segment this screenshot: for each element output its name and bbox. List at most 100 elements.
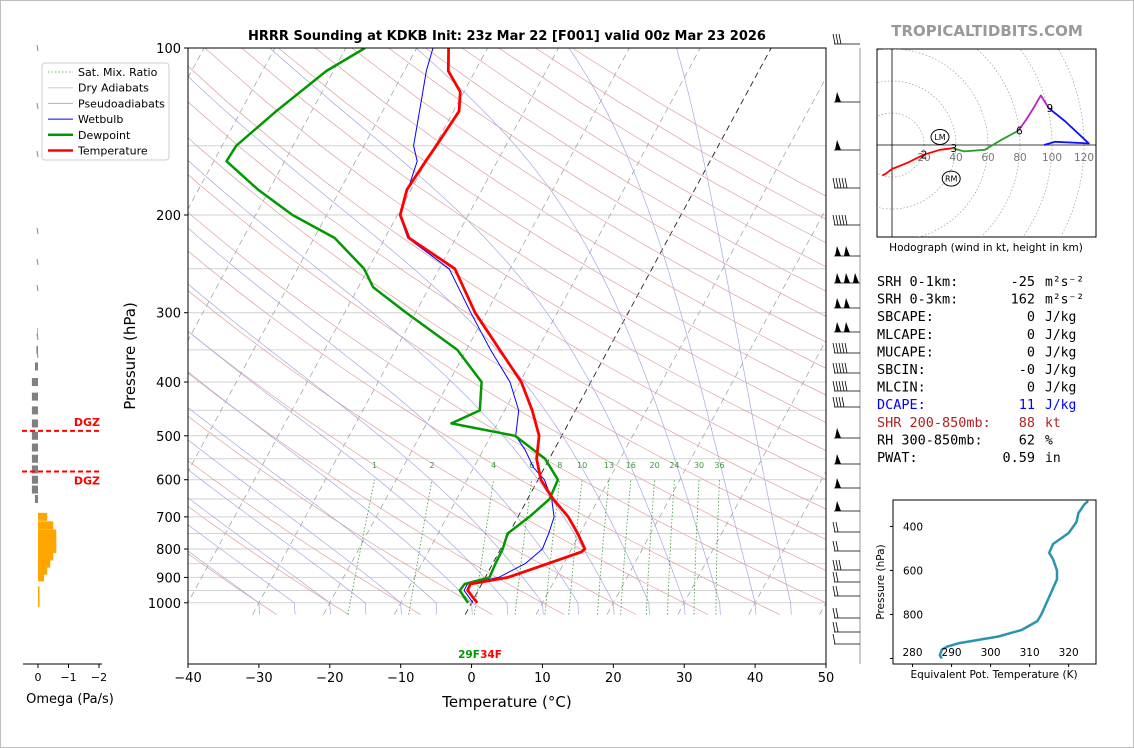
- mixing-ratio-label: 24: [669, 461, 679, 470]
- omega-bar: [31, 392, 38, 401]
- wind-barb: [834, 273, 860, 284]
- y-axis-label: Pressure (hPa): [121, 302, 139, 410]
- chart-title: HRRR Sounding at KDKB Init: 23z Mar 22 […: [248, 29, 766, 44]
- barb-pennant: [835, 246, 841, 256]
- x-tick-label: 30: [676, 671, 693, 686]
- wind-barb: [832, 33, 860, 45]
- wind-barb: [832, 633, 860, 645]
- index-row: SBCAPE: 0 J/kg: [877, 309, 1076, 325]
- index-row: MLCAPE: 0 J/kg: [877, 327, 1076, 343]
- barb-pennant: [835, 298, 841, 308]
- hodograph-panel: 20 40 60 80 100 120 2 3 6 9 LM RM Hodograph (wind in…: [876, 48, 1097, 254]
- theta-y-tick-label: 800: [903, 609, 923, 621]
- index-unit: J/kg: [1045, 328, 1076, 343]
- wind-barb: [834, 246, 860, 257]
- omega-axis-label: Omega (Pa/s): [26, 692, 114, 707]
- x-tick-label: −10: [387, 671, 414, 686]
- y-tick-label: 600: [156, 474, 181, 489]
- hodograph-trace: [881, 153, 925, 177]
- index-row: MUCAPE: 0 J/kg: [877, 344, 1076, 360]
- surface-temp-label: 34F: [480, 649, 502, 661]
- wind-barb: [832, 396, 860, 408]
- x-tick-label: 0: [467, 671, 475, 686]
- index-name: SBCAPE:: [877, 309, 934, 325]
- dry-adiabat: [351, 48, 826, 343]
- barb-flag: [832, 621, 836, 633]
- hodograph-height-label: 2: [921, 150, 928, 162]
- legend-label: Dry Adiabats: [78, 82, 149, 95]
- legend-label: Pseudoadiabats: [78, 97, 165, 110]
- barb-flag: [835, 362, 839, 374]
- dry-adiabat: [425, 48, 826, 292]
- barb-pennant: [835, 92, 841, 102]
- omega-bar-marker: [36, 150, 39, 158]
- wind-barb: [832, 362, 860, 374]
- moist-adiabat: [269, 48, 686, 615]
- omega-bar-marker: [36, 333, 39, 341]
- index-value: 62: [1019, 432, 1035, 448]
- wind-barb: [832, 540, 860, 552]
- index-unit: J/kg: [1045, 310, 1076, 325]
- isotherm-line: [464, 48, 772, 615]
- hodograph-caption: Hodograph (wind in kt, height in km): [889, 242, 1083, 254]
- wind-barb: [834, 322, 860, 333]
- omega-bar: [37, 327, 38, 336]
- hodograph-height-label: 6: [1016, 126, 1023, 138]
- omega-bar: [31, 465, 38, 474]
- x-tick-label: −30: [245, 671, 272, 686]
- index-value: 0: [1027, 327, 1035, 343]
- index-name: SRH 0-3km:: [877, 292, 958, 308]
- omega-bar-marker: [36, 102, 39, 110]
- index-row: SHR 200-850mb: 88 kt: [877, 415, 1061, 431]
- omega-bar: [38, 529, 57, 538]
- omega-bar-marker: [36, 227, 39, 235]
- theta-x-tick-label: 310: [1020, 647, 1040, 659]
- y-tick-label: 300: [156, 307, 181, 322]
- index-unit: m²s⁻²: [1045, 293, 1084, 308]
- legend-label: Wetbulb: [78, 113, 123, 126]
- dry-adiabat: [188, 101, 826, 510]
- storm-motion-marker: [930, 129, 950, 145]
- omega-bar: [34, 362, 38, 371]
- wind-barb: [832, 585, 860, 597]
- barb-flag: [835, 396, 839, 408]
- dry-adiabat: [188, 137, 826, 540]
- omega-tick-label: −2: [91, 671, 107, 684]
- barb-pennant: [835, 322, 841, 332]
- barb-flag: [838, 214, 842, 226]
- index-value: 0: [1027, 309, 1035, 325]
- dry-adiabat: [204, 48, 826, 452]
- mixing-ratio-label: 16: [626, 461, 636, 470]
- omega-bar: [38, 559, 51, 568]
- index-row: SRH 0-1km: -25 m²s⁻²: [877, 274, 1084, 290]
- wind-barb: [832, 380, 860, 392]
- mixing-ratio-label: 36: [714, 461, 724, 470]
- isotherm-line: [188, 48, 488, 604]
- isotherm-line: [252, 48, 559, 615]
- index-unit: J/kg: [1045, 363, 1076, 378]
- index-unit: J/kg: [1045, 398, 1076, 413]
- omega-tick-label: 0: [35, 671, 42, 684]
- hodograph-plot-area: 20 40 60 80 100 120 2 3 6 9 LM RM: [877, 49, 1096, 237]
- barb-flag: [835, 621, 839, 633]
- y-tick-label: 1000: [148, 597, 181, 612]
- omega-bar: [38, 552, 54, 561]
- barb-flag: [832, 607, 836, 619]
- barb-flag: [835, 380, 839, 392]
- storm-motion-label: LM: [934, 133, 945, 142]
- moist-adiabat: [188, 407, 438, 615]
- index-name: SRH 0-1km:: [877, 274, 958, 290]
- barb-flag: [838, 380, 842, 392]
- barb-flag: [832, 559, 836, 571]
- wind-barb: [832, 177, 860, 189]
- moist-adiabat: [188, 227, 579, 615]
- mixing-ratio-label: 30: [694, 461, 704, 470]
- barb-flag: [838, 396, 842, 408]
- wind-barb: [832, 214, 860, 226]
- barb-flag: [832, 342, 836, 354]
- wind-barb: [834, 298, 860, 309]
- wind-barb: [832, 342, 860, 354]
- barb-flag: [844, 214, 848, 226]
- dgz-label: DGZ: [74, 416, 100, 429]
